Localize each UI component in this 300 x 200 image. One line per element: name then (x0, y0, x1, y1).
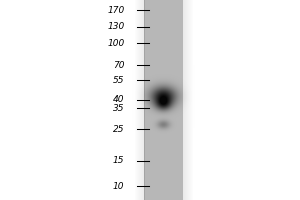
Text: 55: 55 (113, 76, 124, 85)
Text: 10: 10 (113, 182, 124, 191)
Text: 70: 70 (113, 61, 124, 70)
Text: 25: 25 (113, 125, 124, 134)
Text: 130: 130 (107, 22, 124, 31)
Text: 15: 15 (113, 156, 124, 165)
Text: 35: 35 (113, 104, 124, 113)
Text: 40: 40 (113, 95, 124, 104)
Text: 100: 100 (107, 39, 124, 48)
Text: 170: 170 (107, 6, 124, 15)
